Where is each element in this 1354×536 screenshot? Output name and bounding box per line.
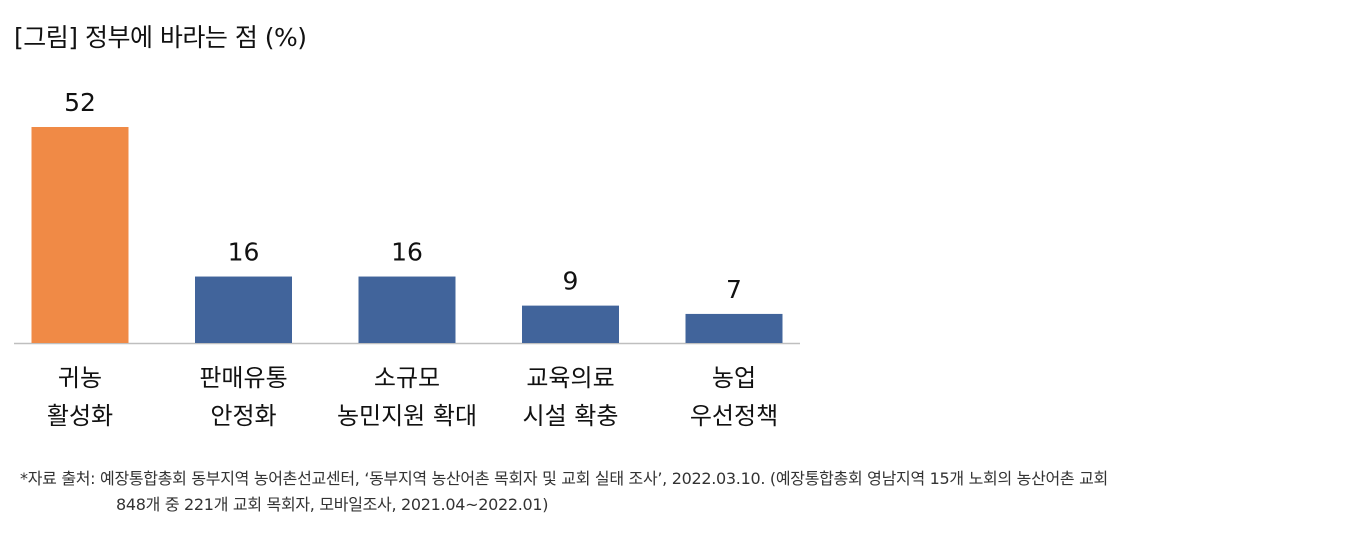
category-label-3-line-1: 소규모 xyxy=(374,364,440,392)
category-label-3-line-2: 농민지원 확대 xyxy=(337,402,477,430)
data-label-3: 16 xyxy=(391,238,423,267)
category-label-2-line-2: 안정화 xyxy=(210,402,276,430)
category-label-5-line-1: 농업 xyxy=(712,364,756,392)
bar-5 xyxy=(685,313,783,343)
category-label-1-line-2: 활성화 xyxy=(47,402,113,430)
data-label-4: 9 xyxy=(563,267,579,296)
bar-3 xyxy=(358,276,456,343)
data-label-2: 16 xyxy=(228,238,260,267)
bar-4 xyxy=(522,305,619,343)
source-footnote: *자료 출처: 예장통합총회 동부지역 농어촌선교센터, ‘동부지역 농산어촌 … xyxy=(20,466,1108,518)
footnote-line-1: *자료 출처: 예장통합총회 동부지역 농어촌선교센터, ‘동부지역 농산어촌 … xyxy=(20,469,1108,488)
data-label-5: 7 xyxy=(726,275,742,304)
bar-2 xyxy=(195,276,292,343)
data-label-1: 52 xyxy=(64,88,96,117)
category-label-4-line-1: 교육의료 xyxy=(526,364,614,392)
category-label-1-line-1: 귀농 xyxy=(58,364,102,392)
chart-title: [그림] 정부에 바라는 점 (%) xyxy=(14,23,307,52)
category-label-4-line-2: 시설 확충 xyxy=(523,402,619,430)
footnote-line-2: 848개 중 221개 교회 목회자, 모바일조사, 2021.04~2022.… xyxy=(116,495,549,514)
category-label-2-line-1: 판매유통 xyxy=(199,364,287,392)
bar-1 xyxy=(31,127,129,343)
category-label-5-line-2: 우선정책 xyxy=(690,402,778,430)
